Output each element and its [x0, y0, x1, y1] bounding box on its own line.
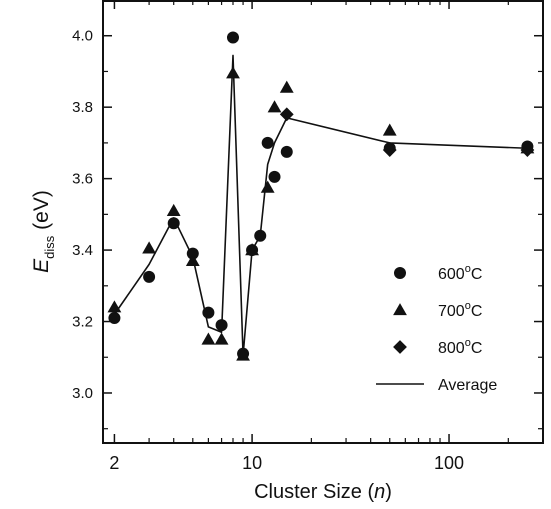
legend-label: 700oC [438, 300, 482, 320]
data-point-triangle [226, 66, 240, 79]
data-point-diamond [279, 107, 294, 122]
data-point-triangle [245, 243, 259, 256]
data-point-circle [261, 136, 274, 149]
x-tick-label: 2 [109, 453, 119, 473]
data-point-circle [268, 170, 281, 183]
axis-ticks: 2 10 100 3.0 3.2 3.4 3.6 3.8 4.0 [72, 0, 544, 473]
y-axis-label: Ediss (eV) [30, 190, 57, 273]
data-point-circle [280, 145, 293, 158]
data-point-circle [254, 229, 267, 242]
legend-marker-diamond [393, 340, 407, 354]
plot-frame-rect [102, 0, 544, 444]
data-point-triangle [236, 348, 250, 361]
x-axis-label: Cluster Size (n) [254, 481, 392, 503]
y-tick-label: 3.6 [72, 171, 93, 188]
data-point-circle [202, 306, 215, 319]
data-point-diamond [520, 143, 535, 157]
y-tick-label: 3.4 [72, 242, 93, 259]
plot-frame [102, 0, 544, 444]
y-tick-label: 3.8 [72, 99, 93, 116]
data-point-triangle [382, 123, 397, 136]
legend-marker-circle [394, 267, 406, 279]
data-point-triangle [185, 253, 200, 266]
data-point-triangle [214, 332, 229, 345]
data-point-circle [186, 247, 199, 260]
data-point-triangle [260, 180, 275, 193]
legend: 600oC 700oC 800oC Average [376, 263, 497, 394]
data-point-circle [143, 270, 156, 283]
legend-label: 800oC [438, 337, 482, 357]
data-point-circle [226, 31, 239, 44]
data-points-layer [107, 31, 535, 361]
data-point-circle [215, 319, 228, 332]
data-point-triangle [107, 300, 122, 313]
y-tick-label: 4.0 [72, 28, 93, 45]
data-point-circle [167, 217, 180, 230]
data-point-diamond [382, 143, 397, 157]
legend-label: Average [438, 377, 497, 394]
data-point-triangle [267, 100, 282, 113]
x-tick-label: 10 [242, 453, 262, 473]
data-point-triangle [166, 203, 181, 216]
legend-marker-triangle [393, 303, 407, 316]
data-point-triangle [201, 332, 216, 345]
data-point-triangle [142, 241, 157, 254]
legend-label: 600oC [438, 263, 482, 283]
y-tick-label: 3.0 [72, 385, 93, 402]
axis-labels: Cluster Size (n) Ediss (eV) [30, 190, 392, 503]
data-point-circle [108, 311, 121, 324]
data-point-triangle [279, 80, 294, 93]
x-tick-label: 100 [434, 453, 464, 473]
y-tick-label: 3.2 [72, 314, 93, 331]
